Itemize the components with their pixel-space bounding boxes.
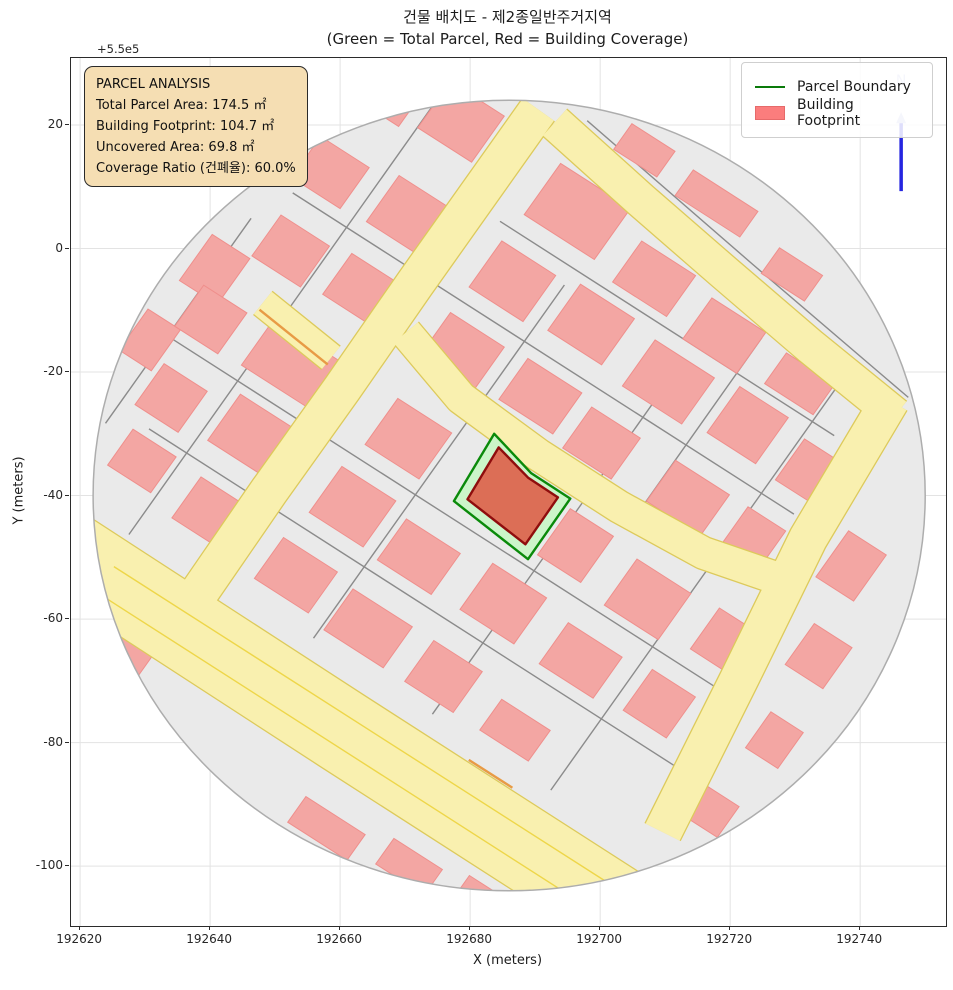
- x-tick-label: 192660: [316, 932, 363, 946]
- annotation-footprint: Building Footprint: 104.7 ㎡: [96, 119, 275, 134]
- title-block: 건물 배치도 - 제2종일반주거지역 (Green = Total Parcel…: [70, 6, 945, 50]
- legend-label-parcel-boundary: Parcel Boundary: [797, 79, 911, 95]
- legend-item-parcel-boundary: Parcel Boundary: [755, 75, 919, 99]
- building-footprint-patch-swatch: [755, 106, 785, 120]
- annotation-total-area: Total Parcel Area: 174.5 ㎡: [96, 98, 267, 113]
- x-tick-labels: 192620 192640 192660 192680 192700 192720 1927…: [56, 932, 945, 948]
- y-tick-label: 0: [55, 240, 63, 255]
- y-tick-label: -20: [43, 364, 63, 379]
- x-tick-label: 192620: [56, 932, 102, 946]
- y-axis-offset-text: +5.5e5: [97, 42, 140, 56]
- y-tick-label: 20: [47, 117, 63, 131]
- x-tick-label: 192740: [836, 932, 883, 946]
- parcel-analysis-box: PARCEL ANALYSIS Total Parcel Area: 174.5…: [84, 66, 308, 187]
- x-tick-label: 192640: [186, 932, 233, 946]
- parcel-boundary-line-swatch: [755, 85, 785, 89]
- legend-item-building-footprint: Building Footprint: [755, 97, 919, 129]
- y-tick-labels: 20 0 -20 -40 -60 -80 -100: [0, 57, 63, 925]
- y-tick-label: -100: [35, 858, 63, 873]
- y-tick-label: -40: [43, 487, 63, 502]
- legend-label-building-footprint: Building Footprint: [797, 97, 861, 129]
- y-tick-label: -60: [43, 611, 63, 626]
- y-axis-label: Y (meters): [11, 456, 27, 525]
- x-axis-label: X (meters): [472, 953, 543, 968]
- y-tick-label: -80: [43, 734, 63, 749]
- annotation-title: PARCEL ANALYSIS: [96, 77, 211, 92]
- x-tick-label: 192700: [576, 932, 623, 946]
- legend: Parcel Boundary Building Footprint: [741, 62, 933, 138]
- chart-subtitle: (Green = Total Parcel, Red = Building Co…: [326, 30, 689, 48]
- x-tick-label: 192720: [706, 932, 753, 946]
- annotation-uncovered: Uncovered Area: 69.8 ㎡: [96, 140, 255, 155]
- annotation-coverage-ratio: Coverage Ratio (건폐율): 60.0%: [96, 161, 296, 176]
- x-tick-label: 192680: [446, 932, 493, 946]
- chart-title: 건물 배치도 - 제2종일반주거지역: [403, 8, 612, 26]
- map-canvas: N: [71, 58, 946, 926]
- plot-area: N: [70, 57, 947, 927]
